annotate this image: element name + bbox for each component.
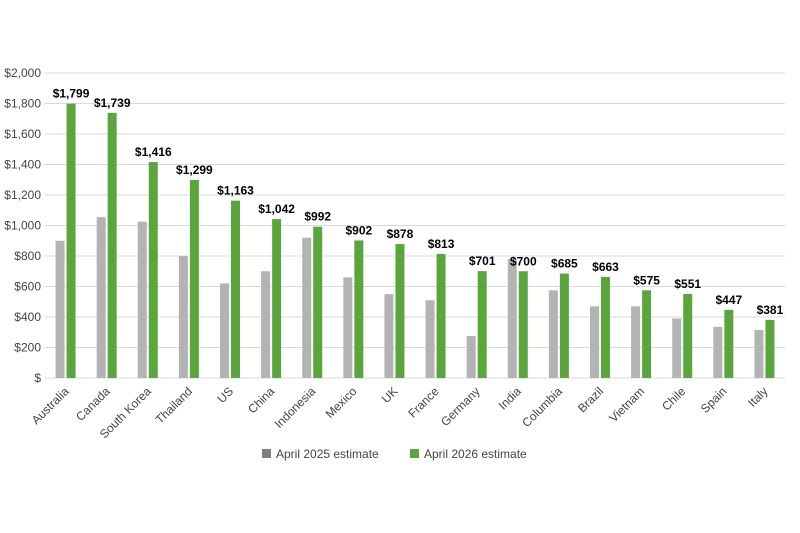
data-label: $1,416 xyxy=(135,145,172,159)
bar xyxy=(220,283,229,378)
x-category-label: US xyxy=(214,384,236,406)
bar xyxy=(477,271,487,378)
y-axis-tick-labels: $ $200 $400 $600 $800 $1,000 $1,200 $1,400 $1,60… xyxy=(4,66,41,385)
data-label: $1,163 xyxy=(217,184,254,198)
legend-swatch xyxy=(410,449,419,458)
bar xyxy=(754,329,764,378)
bar xyxy=(425,300,435,378)
y-tick-label: $800 xyxy=(14,249,41,263)
x-category-label: India xyxy=(496,384,525,413)
gridlines xyxy=(45,72,785,379)
bar xyxy=(713,326,723,378)
bar xyxy=(395,244,405,378)
bar xyxy=(137,221,147,378)
y-tick-label: $1,800 xyxy=(4,97,41,111)
x-category-label: Mexico xyxy=(323,384,360,421)
bar xyxy=(272,219,282,378)
legend: April 2025 estimate April 2026 estimate xyxy=(262,447,527,461)
y-tick-label: $1,200 xyxy=(4,188,41,202)
bar xyxy=(548,290,558,378)
bar xyxy=(724,309,734,378)
x-category-label: Germany xyxy=(438,384,483,429)
x-category-label: China xyxy=(245,384,277,416)
data-label: $447 xyxy=(715,293,742,307)
bar xyxy=(55,240,65,378)
bar xyxy=(313,226,323,378)
data-label: $878 xyxy=(387,227,414,241)
y-tick-label: $1,600 xyxy=(4,127,41,141)
data-label: $700 xyxy=(510,254,537,268)
y-tick-label: $200 xyxy=(14,341,41,355)
x-category-label: Columbia xyxy=(519,384,565,430)
bar xyxy=(107,112,117,379)
bar xyxy=(343,277,353,378)
y-tick-label: $1,000 xyxy=(4,219,41,233)
data-label: $813 xyxy=(428,237,455,251)
x-category-label: Brazil xyxy=(575,384,606,415)
bar xyxy=(96,217,106,378)
bar xyxy=(466,336,476,378)
bar xyxy=(590,306,599,378)
y-tick-label: $2,000 xyxy=(4,66,41,80)
x-category-label: Vietnam xyxy=(606,384,647,425)
legend-entry: April 2025 estimate xyxy=(276,447,379,461)
x-category-label: Chile xyxy=(659,384,688,413)
bar xyxy=(436,254,446,378)
y-tick-label: $600 xyxy=(14,280,41,294)
bar xyxy=(631,306,641,378)
bar xyxy=(231,200,240,378)
y-tick-label: $ xyxy=(34,371,41,385)
data-label: $381 xyxy=(757,303,784,317)
data-label: $992 xyxy=(304,210,331,224)
legend-swatch xyxy=(262,449,271,458)
bar xyxy=(302,237,312,378)
data-label: $685 xyxy=(551,257,578,271)
x-category-label: UK xyxy=(379,384,401,406)
x-category-label: Spain xyxy=(698,384,730,416)
data-label: $902 xyxy=(345,223,372,237)
data-label: $701 xyxy=(469,254,496,268)
bar xyxy=(148,162,158,378)
data-label: $551 xyxy=(674,277,701,291)
bars xyxy=(55,103,775,379)
x-category-label: Canada xyxy=(73,384,113,424)
bar xyxy=(559,273,569,378)
bar xyxy=(518,271,528,378)
bar xyxy=(642,290,652,378)
data-label: $575 xyxy=(633,273,660,287)
x-category-label: Indonesia xyxy=(272,384,319,431)
data-labels: $1,799 $1,739 $1,416 $1,299 $1,163 $1,042 $992… xyxy=(53,87,784,317)
y-tick-label: $1,400 xyxy=(4,158,41,172)
data-label: $1,042 xyxy=(258,202,295,216)
bar xyxy=(261,271,271,378)
bar xyxy=(189,179,199,378)
bar xyxy=(672,318,682,378)
x-category-label: Australia xyxy=(29,384,72,427)
legend-entry: April 2026 estimate xyxy=(424,447,527,461)
x-category-label: France xyxy=(405,384,442,421)
bar xyxy=(66,103,76,378)
data-label: $663 xyxy=(592,260,619,274)
bar xyxy=(507,259,517,378)
y-tick-label: $400 xyxy=(14,310,41,324)
x-category-label: Italy xyxy=(745,384,770,409)
bar xyxy=(354,240,364,378)
data-label: $1,799 xyxy=(53,87,90,101)
data-label: $1,299 xyxy=(176,163,213,177)
bar xyxy=(178,256,188,378)
bar xyxy=(765,319,775,378)
x-category-label: Thailand xyxy=(153,384,195,426)
bar xyxy=(384,294,394,378)
data-label: $1,739 xyxy=(94,96,131,110)
bar xyxy=(601,276,610,378)
bar xyxy=(683,293,693,378)
